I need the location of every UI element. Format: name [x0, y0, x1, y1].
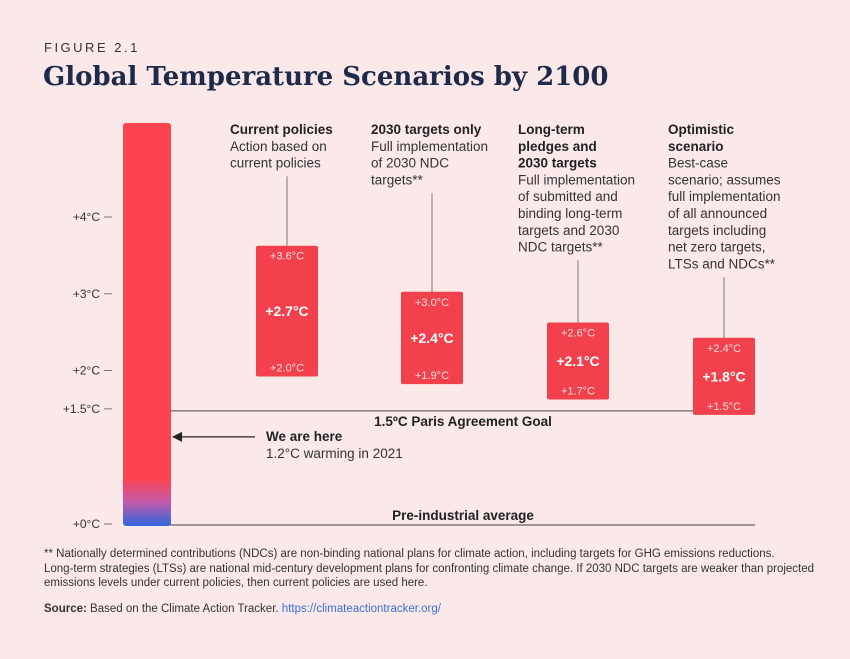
scenario-description: of all announced — [668, 206, 767, 221]
source-label: Source: — [44, 603, 87, 615]
y-tick-label: +1.5°C — [63, 402, 100, 416]
scenario-mid-label: +2.4°C — [410, 330, 453, 346]
scenario-description: of submitted and — [518, 189, 618, 204]
scenario-low-label: +1.5°C — [707, 401, 741, 413]
scenario-title: pledges and — [518, 139, 597, 154]
footnote-line: ** Nationally determined contributions (… — [44, 548, 775, 560]
footnote-line: Long-term strategies (LTSs) are national… — [44, 562, 815, 575]
current-title: We are here — [266, 429, 343, 444]
scenario-high-label: +3.6°C — [270, 251, 304, 263]
scenario-high-label: +3.0°C — [415, 297, 449, 309]
scenario-range-box — [401, 291, 463, 385]
scenario-description: full implementation — [668, 189, 781, 204]
scenario-low-label: +2.0°C — [270, 363, 304, 375]
current-marker: We are here 1.2°C warming in 2021 — [172, 429, 403, 461]
scenario-low-label: +1.7°C — [561, 386, 595, 398]
reference-line-label: 1.5ºC Paris Agreement Goal — [374, 414, 552, 429]
source-link[interactable]: https://climateactiontracker.org/ — [281, 603, 441, 615]
scenario-description: Best-case — [668, 156, 728, 171]
current-subtitle: 1.2°C warming in 2021 — [266, 446, 403, 461]
scenario-description: binding long-term — [518, 206, 622, 221]
y-tick-label: +4°C — [73, 210, 100, 224]
scenario-low-label: +1.9°C — [415, 370, 449, 382]
footnote-line: emissions levels under current policies,… — [44, 577, 428, 589]
scenario-title: 2030 targets — [518, 156, 597, 171]
scenario-range-box — [547, 322, 609, 400]
scenario-description: Full implementation — [518, 172, 635, 187]
scenario-title: Optimistic — [668, 122, 735, 137]
y-axis: +0°C +1.5°C +2°C +3°C +4°C — [63, 210, 112, 531]
scenario-mid-label: +1.8°C — [702, 368, 745, 384]
scenario-description: current policies — [230, 156, 321, 171]
reference-line-label: Pre-industrial average — [392, 508, 534, 523]
scenario-description: NDC targets** — [518, 240, 604, 255]
scenario-high-label: +2.6°C — [561, 327, 595, 339]
source-line: Source: Based on the Climate Action Trac… — [44, 603, 441, 615]
scenario-range-box — [256, 245, 318, 377]
scenario-mid-label: +2.7°C — [265, 303, 308, 319]
scenario-description: scenario; assumes — [668, 172, 781, 187]
figure-label: FIGURE 2.1 — [44, 40, 140, 55]
scenario-description: Action based on — [230, 139, 327, 154]
scenario-description: of 2030 NDC — [371, 156, 449, 171]
y-tick-label: +0°C — [73, 517, 100, 531]
scenario-title: scenario — [668, 139, 724, 154]
temperature-bar — [123, 123, 171, 526]
scenario-title: Current policies — [230, 122, 333, 137]
scenario-title: 2030 targets only — [371, 122, 482, 137]
footnote: ** Nationally determined contributions (… — [44, 547, 824, 591]
scenario-group: 2030 targets only Full implementation of 2… — [371, 122, 488, 385]
scenario-description: Full implementation — [371, 139, 488, 154]
y-tick-label: +2°C — [73, 364, 100, 378]
scenario-description: targets including — [668, 223, 766, 238]
scenario-description: LTSs and NDCs** — [668, 256, 776, 271]
temperature-chart: +0°C +1.5°C +2°C +3°C +4°C 1.5ºC Paris Agree… — [63, 122, 781, 531]
scenario-mid-label: +2.1°C — [556, 353, 599, 369]
scenarios: Current policies Action based on current p… — [230, 122, 781, 415]
scenario-title: Long-term — [518, 122, 585, 137]
scenario-group: Current policies Action based on current p… — [230, 122, 333, 377]
chart-title: Global Temperature Scenarios by 2100 — [43, 62, 609, 92]
scenario-high-label: +2.4°C — [707, 343, 741, 355]
scenario-description: targets and 2030 — [518, 223, 619, 238]
scenario-description: net zero targets, — [668, 240, 766, 255]
temperature-bar-rect — [123, 123, 171, 526]
current-arrow-head — [172, 431, 182, 442]
scenario-range-box — [693, 337, 755, 415]
y-tick-label: +3°C — [73, 287, 100, 301]
scenario-description: targets** — [371, 172, 424, 187]
reference-lines: 1.5ºC Paris Agreement Goal Pre-industrial… — [156, 410, 755, 526]
source-text: Based on the Climate Action Tracker. — [86, 603, 282, 615]
